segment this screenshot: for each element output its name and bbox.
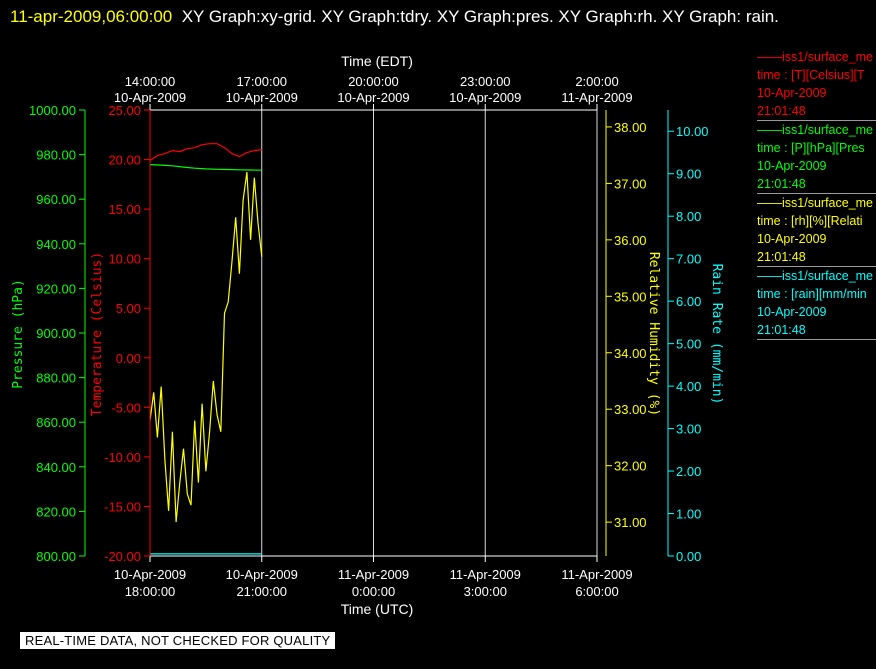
bottom-tick-label-date: 10-Apr-2009 <box>114 567 186 582</box>
rain-tick-label: 1.00 <box>676 507 701 522</box>
temperature-tick-label: -5.00 <box>111 400 141 415</box>
pressure-tick-label: 920.00 <box>36 281 76 296</box>
legend-entry-line1: ——iss1/surface_me <box>757 50 874 64</box>
rain-tick-label: 10.00 <box>676 124 709 139</box>
legend-entry-time: 21:01:48 <box>757 250 806 264</box>
rain-tick-label: 0.00 <box>676 549 701 564</box>
temperature-series-line <box>149 143 262 162</box>
pressure-tick-label: 840.00 <box>36 460 76 475</box>
pressure-tick-label: 960.00 <box>36 192 76 207</box>
rh-tick-label: 36.00 <box>614 233 647 248</box>
bottom-tick-label-date: 11-Apr-2009 <box>450 567 521 582</box>
top-tick-label-date: 10-Apr-2009 <box>337 90 409 105</box>
bottom-axis-label: Time (UTC) <box>341 601 414 617</box>
legend-entry-date: 10-Apr-2009 <box>757 305 827 319</box>
temperature-tick-label: -15.00 <box>104 499 141 514</box>
legend-entry-date: 10-Apr-2009 <box>757 86 827 100</box>
rh-tick-label: 37.00 <box>614 176 647 191</box>
temperature-tick-label: 25.00 <box>108 103 141 118</box>
temperature-tick-label: -20.00 <box>104 549 141 564</box>
header-timestamp: 11-apr-2009,06:00:00 <box>10 7 173 26</box>
legend-entry-line2: time : [P][hPa][Pres <box>757 141 865 155</box>
legend-entry-date: 10-Apr-2009 <box>757 232 827 246</box>
legend-entry-line2: time : [rain][mm/min <box>757 287 867 301</box>
temperature-tick-label: -10.00 <box>104 450 141 465</box>
rain-tick-label: 8.00 <box>676 209 701 224</box>
rain-axis-label: Rain Rate (mm/min) <box>709 264 724 405</box>
pressure-tick-label: 880.00 <box>36 371 76 386</box>
rh-tick-label: 38.00 <box>614 120 647 135</box>
legend-entry-time: 21:01:48 <box>757 323 806 337</box>
rain-tick-label: 7.00 <box>676 252 701 267</box>
pressure-tick-label: 940.00 <box>36 237 76 252</box>
bottom-tick-label-date: 10-Apr-2009 <box>226 567 298 582</box>
bottom-tick-label-date: 11-Apr-2009 <box>338 567 409 582</box>
pressure-tick-label: 800.00 <box>36 549 76 564</box>
rain-tick-label: 6.00 <box>676 294 701 309</box>
rain-tick-label: 5.00 <box>676 337 701 352</box>
rain-tick-label: 4.00 <box>676 379 701 394</box>
temperature-tick-label: 20.00 <box>108 153 141 168</box>
data-series <box>149 143 263 555</box>
legend-entry-line1: ——iss1/surface_me <box>757 123 874 137</box>
axes: 14:00:0010-Apr-200910-Apr-200918:00:0017… <box>29 74 709 599</box>
rh-tick-label: 32.00 <box>614 459 647 474</box>
header-graph-titles: XY Graph:xy-grid. XY Graph:tdry. XY Grap… <box>181 7 779 26</box>
pressure-tick-label: 980.00 <box>36 148 76 163</box>
rain-tick-label: 2.00 <box>676 464 701 479</box>
rh-series-line <box>149 172 263 523</box>
legend: ——iss1/surface_me time : [T][Celsius][T 10… <box>757 48 876 340</box>
top-tick-label-time: 14:00:00 <box>125 74 176 89</box>
legend-entry-date: 10-Apr-2009 <box>757 159 827 173</box>
bottom-tick-label-time: 3:00:00 <box>464 584 507 599</box>
top-tick-label-date: 11-Apr-2009 <box>561 90 632 105</box>
legend-entry-line1: ——iss1/surface_me <box>757 269 874 283</box>
pressure-series-line <box>149 164 262 171</box>
pressure-tick-label: 1000.00 <box>29 103 76 118</box>
rh-tick-label: 35.00 <box>614 289 647 304</box>
header: 11-apr-2009,06:00:00 XY Graph:xy-grid. X… <box>10 2 870 31</box>
bottom-tick-label-time: 21:00:00 <box>236 584 287 599</box>
temperature-tick-label: 15.00 <box>108 202 141 217</box>
rh-tick-label: 31.00 <box>614 515 647 530</box>
legend-entry-time: 21:01:48 <box>757 104 806 118</box>
quality-banner: REAL-TIME DATA, NOT CHECKED FOR QUALITY <box>20 632 336 649</box>
pressure-axis-label: Pressure (hPa) <box>11 279 26 389</box>
top-tick-label-time: 17:00:00 <box>236 74 287 89</box>
legend-entry-time: 21:01:48 <box>757 177 806 191</box>
legend-entry-line2: time : [T][Celsius][T <box>757 68 865 82</box>
top-tick-label-date: 10-Apr-2009 <box>449 90 521 105</box>
top-tick-label-time: 20:00:00 <box>348 74 399 89</box>
top-axis-label: Time (EDT) <box>341 53 413 69</box>
rain-tick-label: 3.00 <box>676 422 701 437</box>
rain-tick-label: 9.00 <box>676 167 701 182</box>
rh-tick-label: 33.00 <box>614 402 647 417</box>
legend-entry-line2: time : [rh][%][Relati <box>757 214 863 228</box>
pressure-tick-label: 820.00 <box>36 504 76 519</box>
pressure-tick-label: 900.00 <box>36 326 76 341</box>
pressure-tick-label: 860.00 <box>36 415 76 430</box>
legend-entry-line1: ——iss1/surface_me <box>757 196 874 210</box>
top-tick-label-time: 2:00:00 <box>575 74 618 89</box>
temperature-tick-label: 0.00 <box>116 351 141 366</box>
temperature-axis-label: Temperature (Celsius) <box>90 252 105 416</box>
temperature-tick-label: 10.00 <box>108 252 141 267</box>
bottom-tick-label-time: 6:00:00 <box>575 584 618 599</box>
rh-tick-label: 34.00 <box>614 346 647 361</box>
top-tick-label-date: 10-Apr-2009 <box>114 90 186 105</box>
grid-lines <box>149 110 598 556</box>
top-tick-label-time: 23:00:00 <box>460 74 511 89</box>
bottom-tick-label-time: 18:00:00 <box>125 584 176 599</box>
top-tick-label-date: 10-Apr-2009 <box>226 90 298 105</box>
temperature-tick-label: 5.00 <box>116 301 141 316</box>
rh-axis-label: Relative Humidity (%) <box>646 252 661 416</box>
bottom-tick-label-date: 11-Apr-2009 <box>561 567 632 582</box>
bottom-tick-label-time: 0:00:00 <box>352 584 395 599</box>
